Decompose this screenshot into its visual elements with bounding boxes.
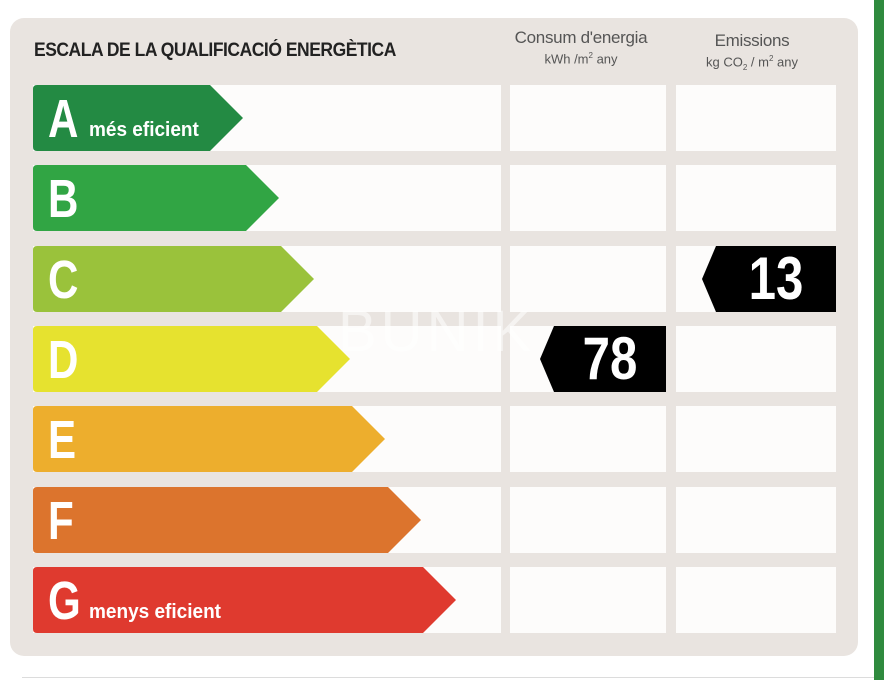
right-edge-stripe <box>874 0 884 680</box>
consumption-cell <box>510 487 666 553</box>
rating-letter: B <box>48 169 79 229</box>
consumption-cell <box>510 246 666 312</box>
scale-title: ESCALA DE LA QUALIFICACIÓ ENERGÈTICA <box>34 40 396 61</box>
consumption-cell <box>510 406 666 472</box>
emissions-cell <box>676 406 836 472</box>
rating-letter: F <box>48 491 74 551</box>
rating-sublabel: més eficient <box>89 119 199 141</box>
rating-arrow-e: E <box>33 406 385 472</box>
emissions-cell <box>676 85 836 151</box>
consumption-label: Consum d'energia <box>514 28 648 47</box>
rating-letter: A <box>48 89 79 149</box>
rating-sublabel: menys eficient <box>89 601 222 623</box>
rating-arrow-f: F <box>33 487 421 553</box>
rating-arrow-c: C <box>33 246 314 312</box>
emissions-unit: kg CO2 / m2 any <box>706 54 798 72</box>
rating-letter: E <box>48 410 77 470</box>
rating-letter: D <box>48 330 79 390</box>
consumption-cell <box>510 165 666 231</box>
rating-letter: C <box>48 250 79 310</box>
emissions-badge-value: 13 <box>748 245 804 312</box>
consumption-header: Consum d'energia kWh /m2 any <box>510 28 652 66</box>
consumption-cell <box>510 85 666 151</box>
rating-arrow-d: D <box>33 326 350 392</box>
consumption-cell <box>510 567 666 633</box>
emissions-cell <box>676 487 836 553</box>
consumption-badge: 78 <box>540 326 666 392</box>
emissions-cell <box>676 567 836 633</box>
watermark: BUNIK <box>338 299 536 364</box>
bottom-divider <box>22 677 874 678</box>
emissions-label: Emissions <box>714 31 790 50</box>
rating-arrow-b: B <box>33 165 279 231</box>
emissions-header: Emissions kg CO2 / m2 any <box>678 31 826 72</box>
emissions-badge: 13 <box>702 246 836 312</box>
emissions-cell <box>676 326 836 392</box>
consumption-unit: kWh /m2 any <box>544 51 618 67</box>
consumption-badge-value: 78 <box>582 325 638 392</box>
emissions-cell <box>676 165 836 231</box>
rating-letter: G <box>48 571 81 631</box>
